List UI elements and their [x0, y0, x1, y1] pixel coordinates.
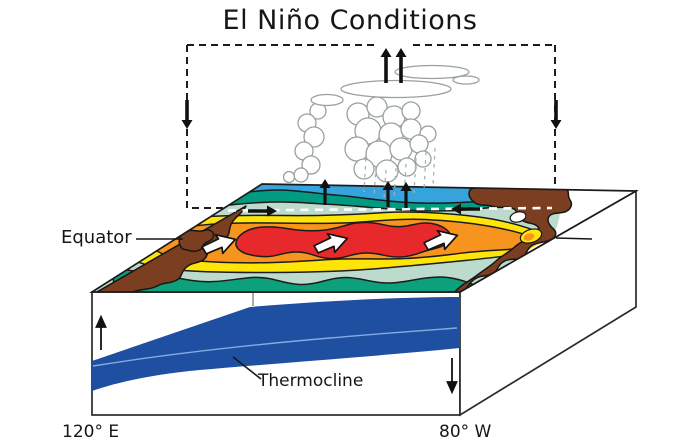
rising-air-arrows-surface: [319, 179, 412, 208]
band-green-front: [111, 267, 473, 292]
diagram-title: El Niño Conditions: [222, 5, 478, 36]
equator-label: Equator: [61, 227, 132, 248]
downwelling-arrow: [446, 358, 458, 395]
coast-inlet-orange: [523, 233, 535, 241]
longitude-80w-label: 80° W: [439, 422, 492, 442]
thermocline-label: Thermocline: [258, 371, 364, 391]
coast-inlet-white: [509, 211, 527, 223]
convection-cloud: [282, 64, 480, 184]
wind-arrow-west: [451, 203, 480, 215]
current-arrows: [201, 229, 459, 255]
topface-outline: [89, 183, 640, 293]
wind-arrow-east: [248, 205, 277, 217]
equator-east-tick: [555, 237, 593, 240]
equator-dashed-line: [227, 206, 553, 212]
upwelling-arrow: [95, 314, 107, 350]
rising-air-arrows-top: [380, 48, 407, 83]
thermocline-layer: [92, 297, 460, 391]
thermocline-highlight-line: [92, 327, 458, 367]
longitude-120e-label: 120° E: [62, 422, 120, 442]
thermocline-pointer-line: [232, 356, 262, 380]
sinking-air-arrow-left: [181, 100, 193, 129]
land-west: [92, 205, 247, 292]
sinking-air-arrow-right: [550, 100, 562, 129]
